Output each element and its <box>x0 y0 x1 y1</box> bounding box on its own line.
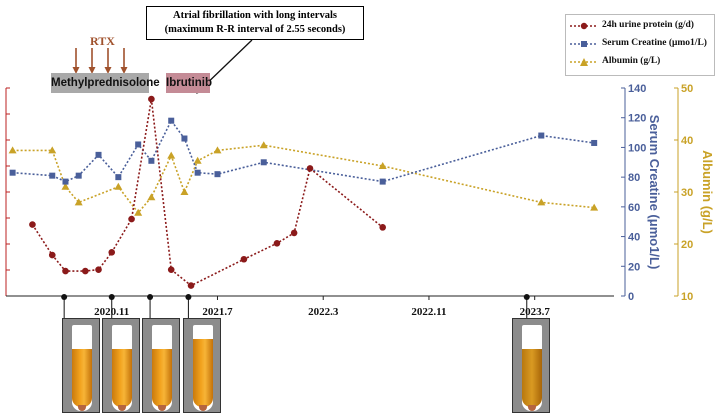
albumin-tick-label: 30 <box>681 187 693 199</box>
creatine-tick-label: 60 <box>628 202 640 214</box>
creatine-point <box>75 172 82 179</box>
x-tick-label: 2022.3 <box>308 306 339 318</box>
albumin-point <box>167 151 176 159</box>
creatine-point <box>214 171 221 178</box>
albumin-point <box>213 146 222 154</box>
atrial-fibrillation-callout: Atrial fibrillation with long intervals … <box>146 6 364 40</box>
albumin-axis-title: Albumin (g/L) <box>700 150 715 234</box>
protein-point <box>273 240 281 247</box>
creatine-line <box>12 119 595 183</box>
creatine-tick-label: 100 <box>628 142 646 154</box>
protein-point <box>379 224 386 231</box>
albumin-tick-label: 20 <box>681 239 693 251</box>
rtx-arrowhead <box>88 67 96 74</box>
creatine-tick-label: 20 <box>628 261 640 273</box>
rtx-arrowhead <box>120 67 128 74</box>
creatine-point <box>591 139 598 146</box>
albumin-point <box>74 198 83 206</box>
protein-point <box>148 95 155 103</box>
albumin-point <box>8 146 17 154</box>
creatine-tick-label: 0 <box>628 291 634 303</box>
creatine-point <box>538 132 545 139</box>
legend-label-albumin: Albumin (g/L) <box>602 56 661 66</box>
urine-sample-photo-4 <box>183 318 221 413</box>
urine-sample-photo-3 <box>142 318 180 413</box>
creatine-point <box>115 174 122 181</box>
x-tick-label: 2023.7 <box>520 306 551 318</box>
rtx-label: RTX <box>90 34 115 48</box>
urine-sample-photo-2 <box>102 318 140 413</box>
albumin-point <box>48 146 57 154</box>
albumin-point <box>193 156 202 164</box>
sample-marker <box>147 294 154 300</box>
protein-line <box>31 98 384 287</box>
creatine-point <box>168 117 175 124</box>
albumin-point <box>180 188 189 195</box>
sample-marker <box>523 294 530 300</box>
creatine-point <box>181 135 188 142</box>
rtx-arrowhead <box>72 67 80 74</box>
rtx-arrowhead <box>104 67 112 74</box>
protein-point <box>240 255 248 263</box>
creatine-tick-label: 80 <box>628 172 640 184</box>
methylprednisolone-tag: Methylprednisolone <box>51 73 160 93</box>
albumin-point <box>147 193 156 201</box>
sample-marker <box>185 294 192 300</box>
albumin-tick-label: 50 <box>681 83 693 95</box>
protein-point <box>306 165 314 172</box>
legend-label-protein: 24h urine protein (g/d) <box>602 20 694 30</box>
protein-point <box>82 267 89 275</box>
protein-point <box>167 266 175 273</box>
creatine-point <box>148 157 155 164</box>
protein-point <box>62 267 69 275</box>
creatine-point <box>135 141 142 148</box>
protein-point <box>29 221 36 228</box>
creatine-point <box>194 169 201 176</box>
x-tick-label: 2021.7 <box>202 306 233 318</box>
sample-marker <box>61 294 68 300</box>
albumin-point <box>114 182 123 190</box>
sample-marker <box>108 294 115 300</box>
legend: 24h urine protein (g/d) Serum Creatine (… <box>565 14 715 76</box>
albumin-point <box>259 141 268 149</box>
creatine-tick-label: 120 <box>628 113 646 125</box>
x-tick-label: 2022.11 <box>411 306 446 318</box>
creatine-tick-label: 140 <box>628 83 646 95</box>
protein-point <box>108 249 116 256</box>
creatine-tick-label: 40 <box>628 232 640 244</box>
callout-line2: (maximum R-R interval of 2.55 seconds) <box>164 24 346 35</box>
creatine-axis-title: Serum Creatine (μmo1/L) <box>647 115 662 270</box>
albumin-point <box>61 182 70 190</box>
protein-point <box>290 229 298 237</box>
urine-sample-photo-5 <box>512 318 550 413</box>
ibrutinib-tag: Ibrutinib <box>166 73 212 93</box>
legend-label-creatine: Serum Creatine (μmo1/L) <box>602 38 707 48</box>
urine-sample-photo-1 <box>62 318 100 413</box>
creatine-point <box>379 178 386 185</box>
albumin-point <box>537 198 546 206</box>
protein-point <box>48 251 56 259</box>
protein-point <box>187 282 195 289</box>
creatine-point <box>95 151 102 158</box>
creatine-point <box>9 169 16 176</box>
albumin-tick-label: 40 <box>681 135 693 147</box>
creatine-point <box>260 159 267 166</box>
albumin-tick-label: 10 <box>681 291 693 303</box>
protein-point <box>128 215 135 223</box>
protein-point <box>95 266 102 273</box>
creatine-point <box>62 178 69 185</box>
callout-line1: Atrial fibrillation with long intervals <box>173 10 337 21</box>
albumin-point <box>590 203 599 211</box>
albumin-point <box>134 208 143 216</box>
creatine-point <box>49 172 56 179</box>
albumin-point <box>378 162 387 169</box>
